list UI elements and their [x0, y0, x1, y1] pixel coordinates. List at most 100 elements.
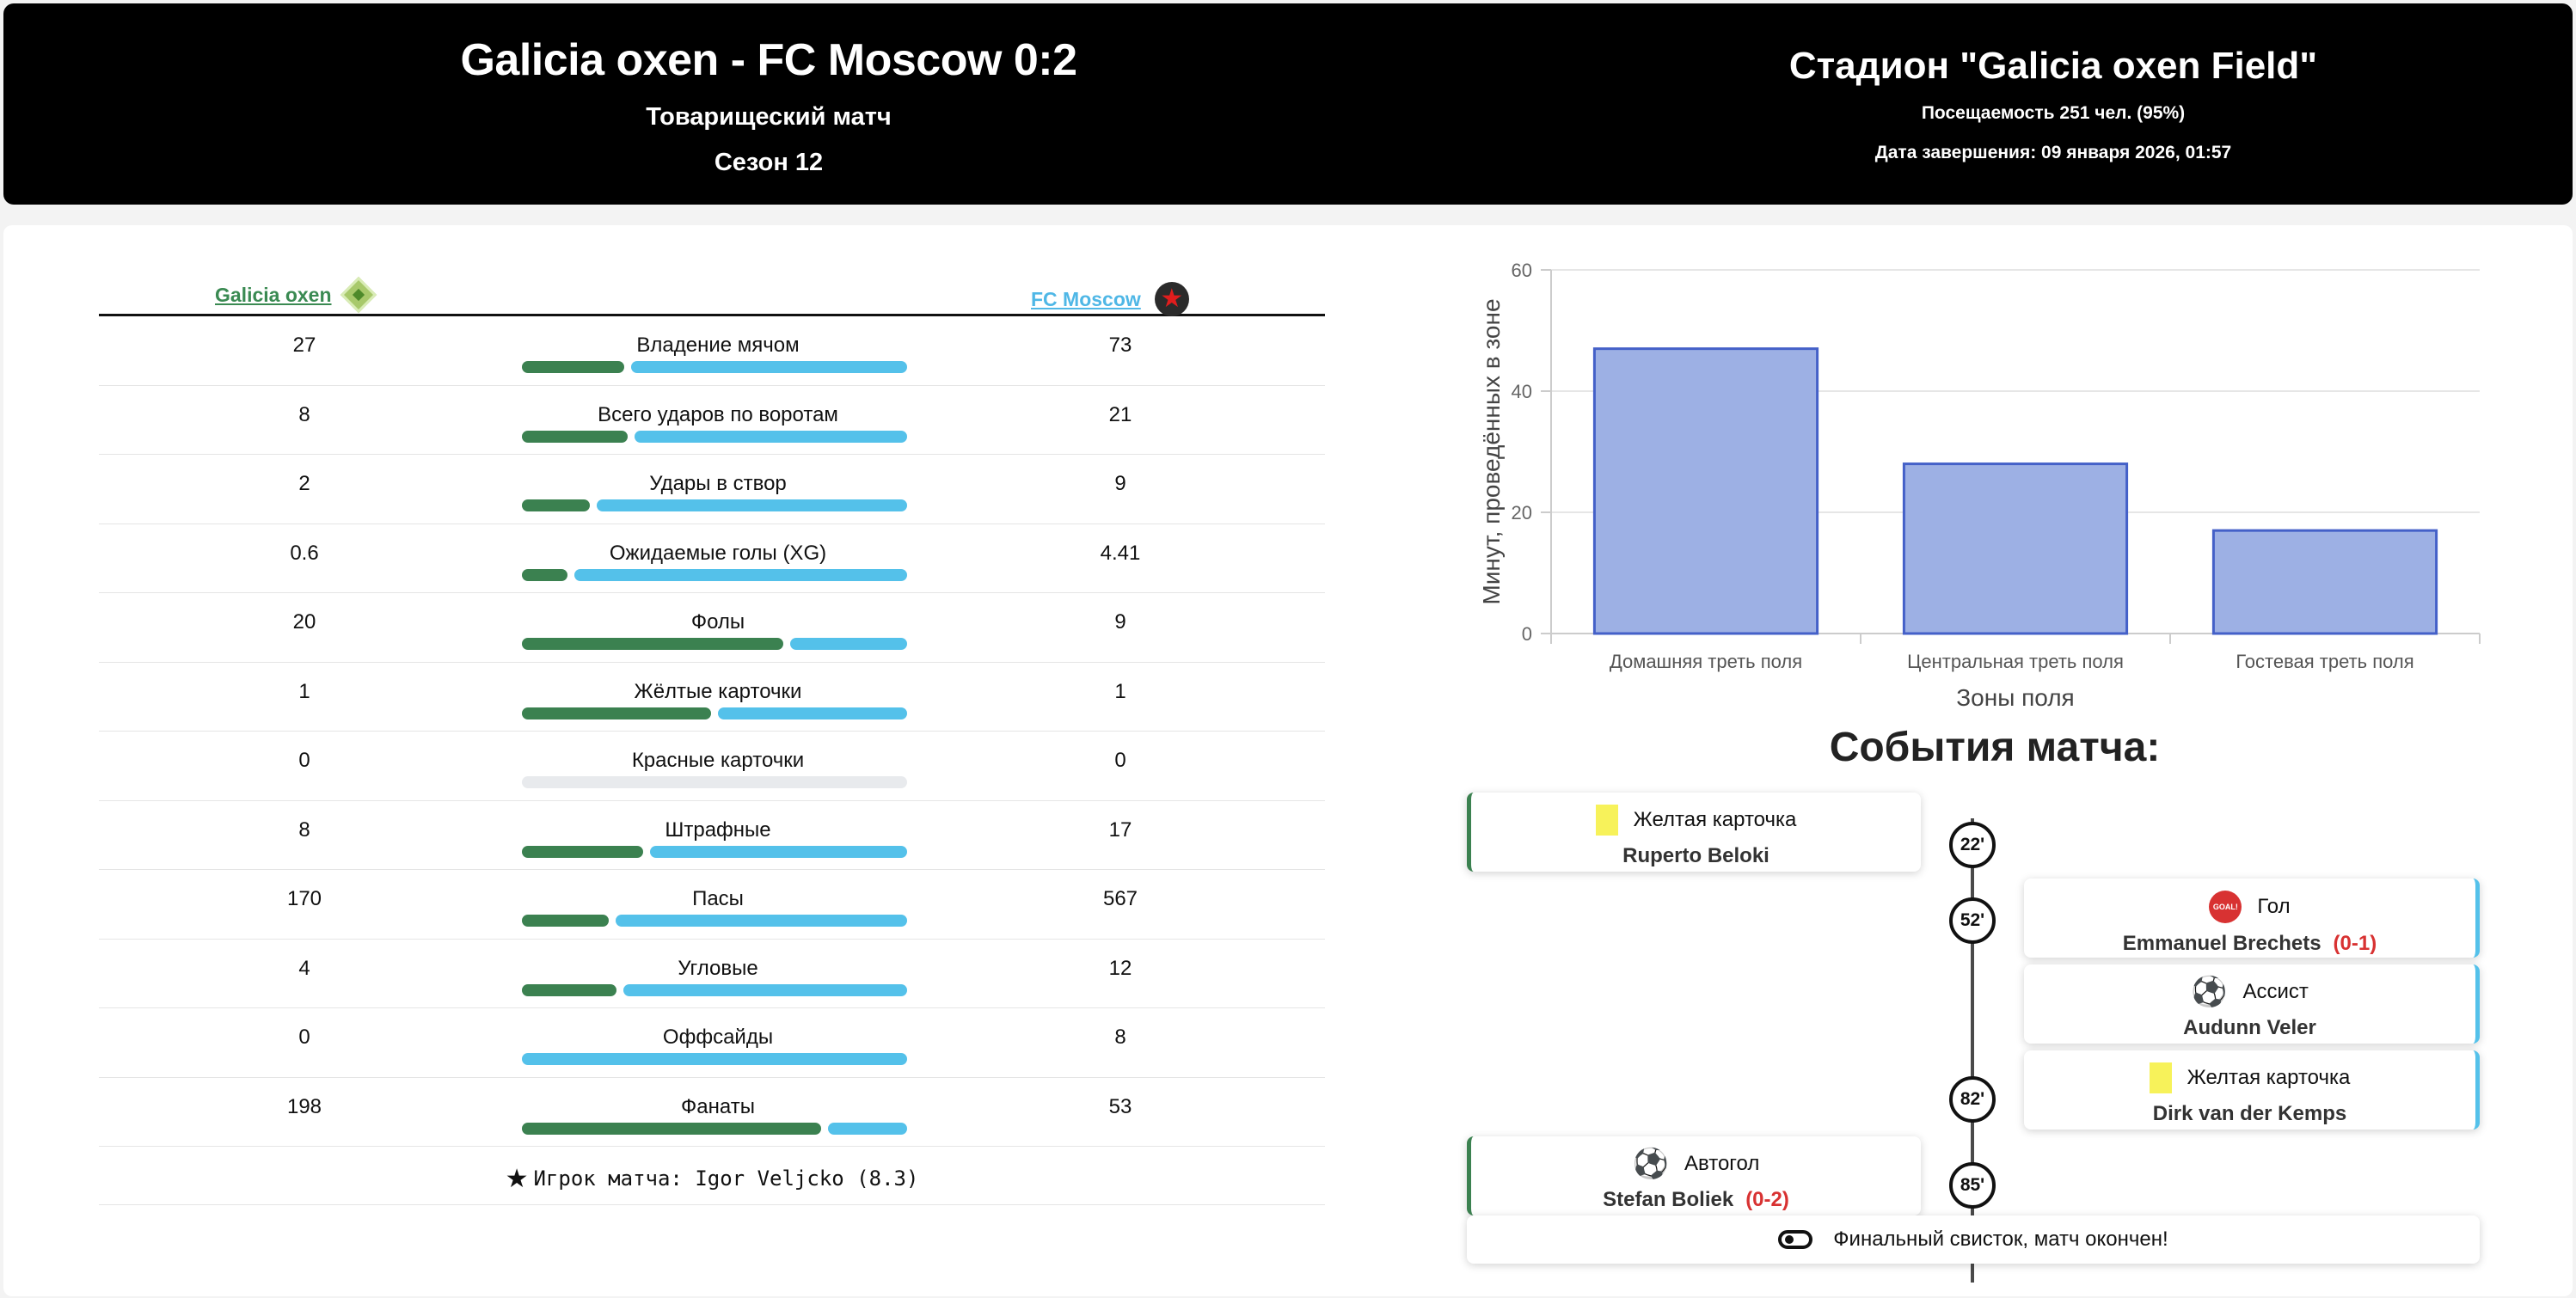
bar	[2211, 529, 2438, 635]
home-team: Galicia oxen	[215, 276, 377, 314]
stat-label: Удары в створ	[649, 472, 787, 495]
home-team-link[interactable]: Galicia oxen	[215, 283, 332, 306]
stat-bar	[522, 915, 907, 927]
event-type: Желтая карточка	[1633, 808, 1797, 831]
stadium-name: Стадион "Galicia oxen Field"	[1788, 45, 2318, 87]
stat-home-value: 0.6	[290, 541, 319, 565]
y-tick-label: 0	[1522, 623, 1532, 645]
stat-row: 27 Владение мячом 73	[99, 316, 1325, 386]
event-player[interactable]: Audunn Veler	[2183, 1016, 2316, 1039]
stat-bar-away	[635, 430, 907, 443]
stat-label: Красные карточки	[631, 749, 805, 772]
y-axis-title: Минут, проведённых в зоне	[1478, 298, 1505, 604]
stat-away-value: 73	[1108, 334, 1132, 357]
event-type: Желтая карточка	[2187, 1066, 2351, 1089]
x-tick-label: Центральная треть поля	[1907, 651, 2124, 672]
stat-away-value: 8	[1114, 1026, 1126, 1049]
event-player[interactable]: Emmanuel Brechets	[2122, 932, 2321, 955]
stat-home-value: 4	[298, 956, 310, 980]
stat-row: 0.6 Ожидаемые голы (XG) 4.41	[99, 524, 1325, 593]
stat-away-value: 53	[1108, 1094, 1132, 1118]
stat-label: Всего ударов по воротам	[598, 402, 838, 426]
stat-home-value: 0	[298, 749, 310, 772]
stat-away-value: 4.41	[1100, 541, 1141, 565]
stat-bar-away	[631, 361, 907, 373]
x-tick-label: Домашняя треть поля	[1610, 651, 1802, 672]
event-type: Гол	[2257, 895, 2291, 918]
stat-bar	[522, 983, 907, 996]
stat-bar-home	[522, 430, 628, 443]
stat-label: Жёлтые карточки	[634, 679, 802, 703]
stat-bar-away	[828, 1122, 907, 1135]
bar	[1902, 462, 2129, 635]
away-team-link[interactable]: FC Moscow	[1031, 287, 1141, 310]
stat-home-value: 198	[286, 1094, 322, 1118]
stat-bar	[522, 776, 907, 788]
stat-home-value: 27	[292, 334, 316, 357]
stat-bar	[522, 845, 907, 858]
green-diamond-icon	[340, 276, 377, 314]
event-card: Желтая карточка Ruperto Beloki	[1467, 793, 1921, 872]
stat-bar	[522, 638, 907, 650]
event-type: Автогол	[1684, 1152, 1760, 1175]
goal-icon: GOAL!	[2209, 891, 2242, 923]
event-score: (0-2)	[1745, 1188, 1789, 1211]
red-star-icon: ★	[1154, 282, 1189, 316]
stat-label: Владение мячом	[636, 334, 800, 357]
zones-chart: 0 20 40 60 Домашняя треть поля Центральная тр…	[1465, 242, 2497, 724]
stat-bar-away	[616, 915, 907, 927]
event-player[interactable]: Stefan Boliek	[1603, 1188, 1734, 1211]
stat-label: Оффсайды	[662, 1026, 774, 1049]
stat-bar	[522, 499, 907, 511]
stat-row: 0 Красные карточки 0	[99, 732, 1325, 801]
end-date: Дата завершения: 09 января 2026, 01:57	[1874, 143, 2232, 162]
stat-away-value: 567	[1102, 887, 1138, 910]
stat-bar-home	[522, 499, 590, 511]
event-player[interactable]: Ruperto Beloki	[1622, 844, 1769, 867]
stat-row: 0 Оффсайды 8	[99, 1008, 1325, 1078]
match-card: Galicia oxen FC Moscow ★ 27 Владение мячо…	[3, 225, 2573, 1296]
event-minute: 85'	[1949, 1162, 1996, 1209]
match-header: Galicia oxen - FC Moscow 0:2 Товарищески…	[3, 3, 2573, 205]
assist-ball-icon: ⚽	[2191, 976, 2228, 1008]
stat-label: Ожидаемые голы (XG)	[609, 541, 827, 565]
man-of-match-row: ★ Игрок матча: Igor Veljcko (8.3)	[99, 1147, 1325, 1205]
stat-bar	[522, 1053, 907, 1065]
match-summary: Galicia oxen - FC Moscow 0:2 Товарищески…	[3, 3, 1534, 177]
stat-bar-away	[718, 707, 907, 719]
final-whistle-text: Финальный свисток, матч окончен!	[1833, 1228, 2168, 1251]
stat-away-value: 0	[1114, 749, 1126, 772]
x-axis-title: Зоны поля	[1956, 684, 2074, 711]
stat-row: 20 Фолы 9	[99, 593, 1325, 663]
stat-label: Угловые	[678, 956, 758, 980]
stat-bar-away	[623, 983, 907, 996]
stat-bar-away	[597, 499, 907, 511]
stat-home-value: 0	[298, 1026, 310, 1049]
stat-bar	[522, 568, 907, 581]
final-whistle-card: Финальный свисток, матч окончен!	[1467, 1215, 2480, 1264]
y-tick-label: 40	[1512, 381, 1532, 402]
stat-rows: 27 Владение мячом 73 8 Всего ударов по ворот…	[99, 316, 1325, 1147]
stat-bar-empty	[522, 776, 907, 788]
event-type: Ассист	[2242, 980, 2309, 1003]
away-team: FC Moscow ★	[1031, 282, 1189, 316]
stat-bar-home	[522, 638, 783, 650]
stats-team-header: Galicia oxen FC Moscow ★	[99, 261, 1325, 316]
stat-home-value: 1	[298, 679, 310, 703]
stat-bar	[522, 1122, 907, 1135]
stat-home-value: 2	[298, 472, 310, 495]
event-player[interactable]: Dirk van der Kemps	[2152, 1102, 2347, 1125]
event-card: Желтая карточка Dirk van der Kemps	[2024, 1050, 2480, 1130]
stat-home-value: 170	[286, 887, 322, 910]
event-score: (0-1)	[2333, 932, 2377, 955]
stat-home-value: 8	[298, 817, 310, 842]
match-season: Сезон 12	[714, 149, 824, 176]
stat-row: 198 Фанаты 53	[99, 1078, 1325, 1147]
stat-away-value: 12	[1108, 956, 1132, 980]
stat-bar-away	[574, 568, 907, 581]
stat-bar	[522, 430, 907, 443]
stat-home-value: 8	[298, 402, 310, 426]
stat-bar-away	[650, 845, 907, 858]
y-tick-label: 60	[1512, 260, 1532, 281]
y-tick-label: 20	[1512, 502, 1532, 523]
